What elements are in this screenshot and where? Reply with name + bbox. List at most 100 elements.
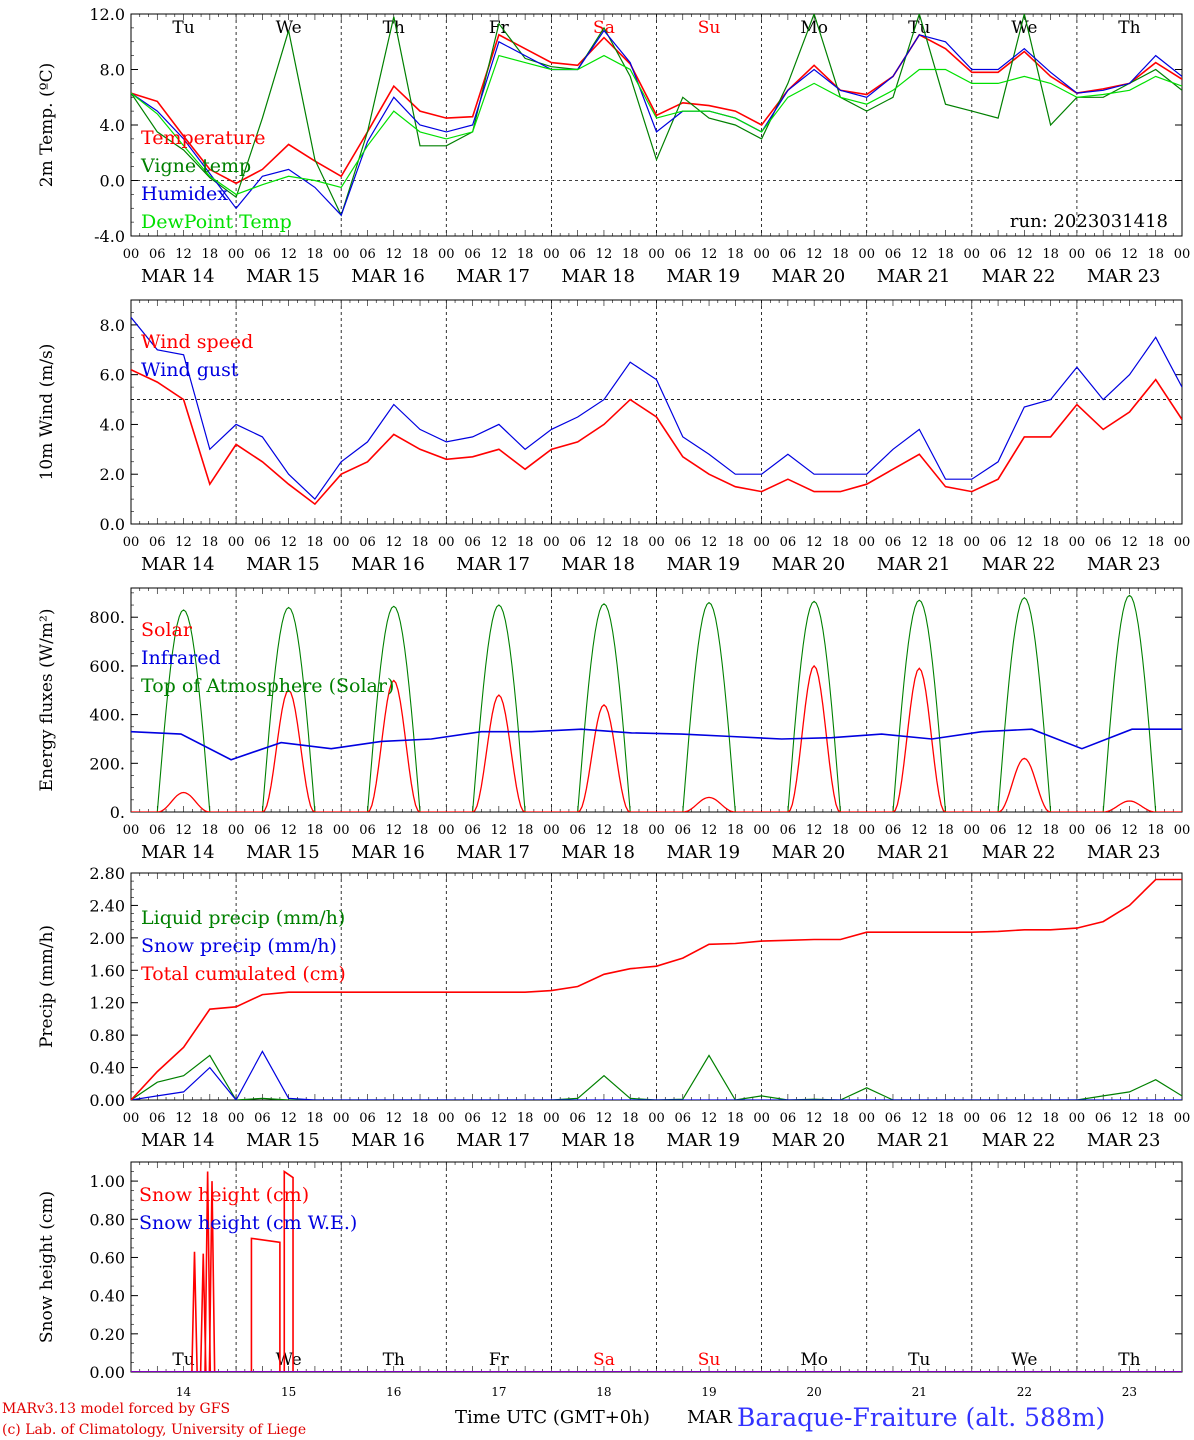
wind-hour-label: 18 bbox=[832, 535, 849, 550]
energy-hour-label: 06 bbox=[359, 823, 376, 838]
snow-height-block bbox=[250, 1237, 281, 1372]
precip-ylabel: Precip (mm/h) bbox=[37, 925, 57, 1048]
energy-hour-label: 12 bbox=[1016, 823, 1033, 838]
temp-date-label: MAR 17 bbox=[456, 266, 530, 287]
precip-hour-label: 00 bbox=[228, 1111, 245, 1126]
temp-weekday-label: We bbox=[1011, 18, 1037, 38]
precip-ytick-label: 0.80 bbox=[89, 1026, 125, 1045]
temp-ytick-label: 4.0 bbox=[100, 116, 125, 135]
energy-hour-label: 12 bbox=[806, 823, 823, 838]
energy-hour-label: 18 bbox=[202, 823, 219, 838]
temp-date-label: MAR 16 bbox=[351, 266, 425, 287]
precip-hour-label: 06 bbox=[1095, 1111, 1112, 1126]
wind-hour-label: 18 bbox=[307, 535, 324, 550]
precip-date-label: MAR 23 bbox=[1087, 1130, 1161, 1151]
wind-hour-label: 06 bbox=[149, 535, 166, 550]
temp-date-label: MAR 20 bbox=[772, 266, 846, 287]
precip-hour-label: 06 bbox=[780, 1111, 797, 1126]
wind-ytick-label: 0.0 bbox=[100, 515, 125, 534]
energy-hour-label: 00 bbox=[438, 823, 455, 838]
precip-date-label: MAR 17 bbox=[456, 1130, 530, 1151]
temp-legend-entry: Humidex bbox=[141, 183, 228, 205]
precip-date-label: MAR 21 bbox=[877, 1130, 951, 1151]
snow-height-block bbox=[283, 1170, 294, 1372]
wind-hour-label: 12 bbox=[596, 535, 613, 550]
snow-ytick-label: 0.00 bbox=[89, 1363, 125, 1382]
wind-legend-entry: Wind gust bbox=[141, 359, 239, 381]
energy-hour-label: 18 bbox=[412, 823, 429, 838]
station-title: Baraque-Fraiture (alt. 588m) bbox=[737, 1403, 1105, 1432]
precip-hour-label: 06 bbox=[990, 1111, 1007, 1126]
wind-series-1 bbox=[131, 317, 1182, 501]
precip-hour-label: 06 bbox=[359, 1111, 376, 1126]
wind-hour-label: 18 bbox=[622, 535, 639, 550]
energy-hour-label: 18 bbox=[832, 823, 849, 838]
temp-hour-label: 06 bbox=[780, 247, 797, 262]
wind-frame bbox=[130, 299, 1183, 525]
snow-day-number: 23 bbox=[1122, 1385, 1137, 1399]
energy-date-label: MAR 20 bbox=[772, 842, 846, 863]
temp-hour-label: 18 bbox=[937, 247, 954, 262]
temp-hour-label: 18 bbox=[517, 247, 534, 262]
snow-weekday-label: Tu bbox=[908, 1350, 930, 1370]
energy-hour-label: 18 bbox=[1042, 823, 1059, 838]
snow-weekday-label: Sa bbox=[593, 1350, 615, 1370]
snow-day-number: 20 bbox=[807, 1385, 822, 1399]
precip-hour-label: 00 bbox=[543, 1111, 560, 1126]
precip-hour-label: 12 bbox=[806, 1111, 823, 1126]
temp-date-label: MAR 15 bbox=[246, 266, 320, 287]
temp-hour-label: 12 bbox=[491, 247, 508, 262]
wind-date-label: MAR 15 bbox=[246, 554, 320, 575]
temp-hour-label: 00 bbox=[543, 247, 560, 262]
wind-ytick-label: 8.0 bbox=[100, 316, 125, 335]
temp-ylabel: 2m Temp. (ºC) bbox=[37, 63, 57, 188]
precip-hour-label: 00 bbox=[858, 1111, 875, 1126]
precip-ytick-label: 0.40 bbox=[89, 1059, 125, 1078]
temp-hour-label: 18 bbox=[202, 247, 219, 262]
temp-hour-label: 12 bbox=[806, 247, 823, 262]
temp-hour-label: 06 bbox=[149, 247, 166, 262]
wind-hour-label: 00 bbox=[648, 535, 665, 550]
energy-hour-label: 18 bbox=[517, 823, 534, 838]
wind-hour-label: 12 bbox=[806, 535, 823, 550]
energy-legend-entry: Top of Atmosphere (Solar) bbox=[141, 675, 394, 697]
temp-hour-label: 12 bbox=[701, 247, 718, 262]
snow-day-number: 21 bbox=[912, 1385, 927, 1399]
wind-date-label: MAR 14 bbox=[141, 554, 215, 575]
wind-date-label: MAR 17 bbox=[456, 554, 530, 575]
precip-hour-label: 18 bbox=[517, 1111, 534, 1126]
temp-weekday-label: Tu bbox=[172, 18, 194, 38]
precip-hour-label: 06 bbox=[675, 1111, 692, 1126]
precip-ytick-label: 0.00 bbox=[89, 1091, 125, 1110]
panel-temp: -4.00.04.08.012.02m Temp. (ºC)Tu We Th Fr Sa… bbox=[37, 5, 1190, 287]
energy-ytick-label: 200. bbox=[89, 754, 125, 773]
energy-date-label: MAR 15 bbox=[246, 842, 320, 863]
temp-ytick-label: 8.0 bbox=[100, 61, 125, 80]
snow-weekday-label: We bbox=[1011, 1350, 1037, 1370]
temp-weekday-label: Fr bbox=[489, 18, 510, 38]
wind-hour-label: 00 bbox=[123, 535, 140, 550]
temp-hour-label: 06 bbox=[569, 247, 586, 262]
wind-hour-label: 12 bbox=[280, 535, 297, 550]
wind-ytick-label: 2.0 bbox=[100, 465, 125, 484]
energy-hour-label: 12 bbox=[1121, 823, 1138, 838]
temp-hour-label: 00 bbox=[753, 247, 770, 262]
wind-date-label: MAR 18 bbox=[561, 554, 635, 575]
wind-hour-label: 12 bbox=[701, 535, 718, 550]
temp-hour-label: 12 bbox=[596, 247, 613, 262]
wind-ylabel: 10m Wind (m/s) bbox=[37, 344, 57, 481]
temp-series-3 bbox=[131, 54, 1182, 196]
precip-date-label: MAR 22 bbox=[982, 1130, 1056, 1151]
energy-hour-label: 06 bbox=[254, 823, 271, 838]
energy-ylabel: Energy fluxes (W/m²) bbox=[37, 609, 57, 792]
snow-weekday-label: Tu bbox=[172, 1350, 194, 1370]
temp-hour-label: 18 bbox=[622, 247, 639, 262]
precip-hour-label: 06 bbox=[464, 1111, 481, 1126]
wind-hour-label: 00 bbox=[228, 535, 245, 550]
precip-date-label: MAR 18 bbox=[561, 1130, 635, 1151]
energy-hour-label: 00 bbox=[543, 823, 560, 838]
energy-hour-label: 00 bbox=[333, 823, 350, 838]
precip-date-label: MAR 16 bbox=[351, 1130, 425, 1151]
temp-legend-entry: DewPoint Temp bbox=[141, 211, 292, 233]
